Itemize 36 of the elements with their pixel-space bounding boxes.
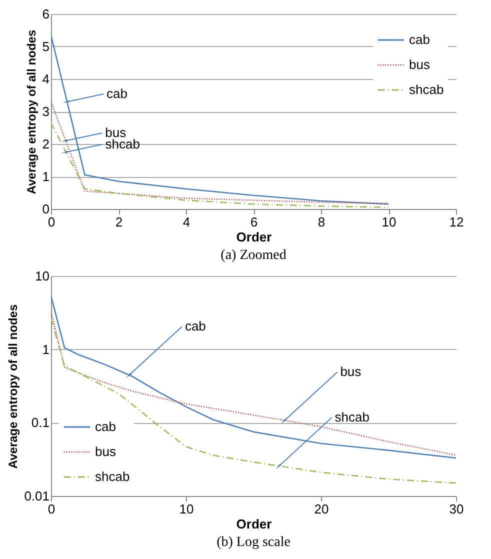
y-tick-label: 5 [42, 39, 50, 54]
x-tick-label: 6 [250, 214, 258, 230]
text: (b) Log scale [216, 535, 290, 550]
legend-label: cab [95, 419, 116, 434]
legend-label: shcab [95, 469, 130, 484]
legend-label: shcab [409, 82, 444, 97]
x-tick-label: 20 [314, 502, 329, 516]
x-tick-label: 12 [449, 214, 464, 230]
annotation: bus [340, 364, 362, 380]
x-axis-title: Order [236, 516, 272, 532]
x-axis-title: Order [236, 230, 272, 244]
y-tick-label: 4 [42, 72, 50, 86]
x-tick-label: 10 [179, 502, 194, 516]
x-tick-label: 4 [182, 214, 190, 230]
annotation: shcab [334, 410, 370, 425]
legend-label: cab [409, 32, 430, 47]
y-axis-title: Average entropy of all nodes [24, 30, 38, 194]
legend-label: bus [95, 444, 116, 459]
annotation: cab [106, 86, 128, 101]
y-tick-label: 0.01 [24, 488, 50, 504]
text: (a) Zoomed [220, 248, 286, 263]
y-tick-label: 6 [42, 6, 50, 22]
y-tick-label: 10 [35, 268, 50, 284]
x-tick-label: 2 [115, 214, 123, 230]
annotation: cab [184, 318, 206, 334]
x-tick-label: 30 [449, 502, 464, 516]
x-tick-label: 10 [382, 214, 396, 230]
y-tick-label: 3 [42, 104, 50, 119]
x-tick-label: 8 [318, 214, 326, 230]
y-tick-label: 1 [42, 342, 50, 357]
y-tick-label: 0 [42, 202, 50, 216]
y-tick-label: 2 [42, 136, 50, 152]
y-axis-title: Average entropy of all nodes [6, 304, 20, 469]
legend-label: bus [409, 57, 430, 72]
y-tick-label: 0.1 [31, 415, 50, 430]
y-tick-label: 1 [42, 169, 50, 184]
